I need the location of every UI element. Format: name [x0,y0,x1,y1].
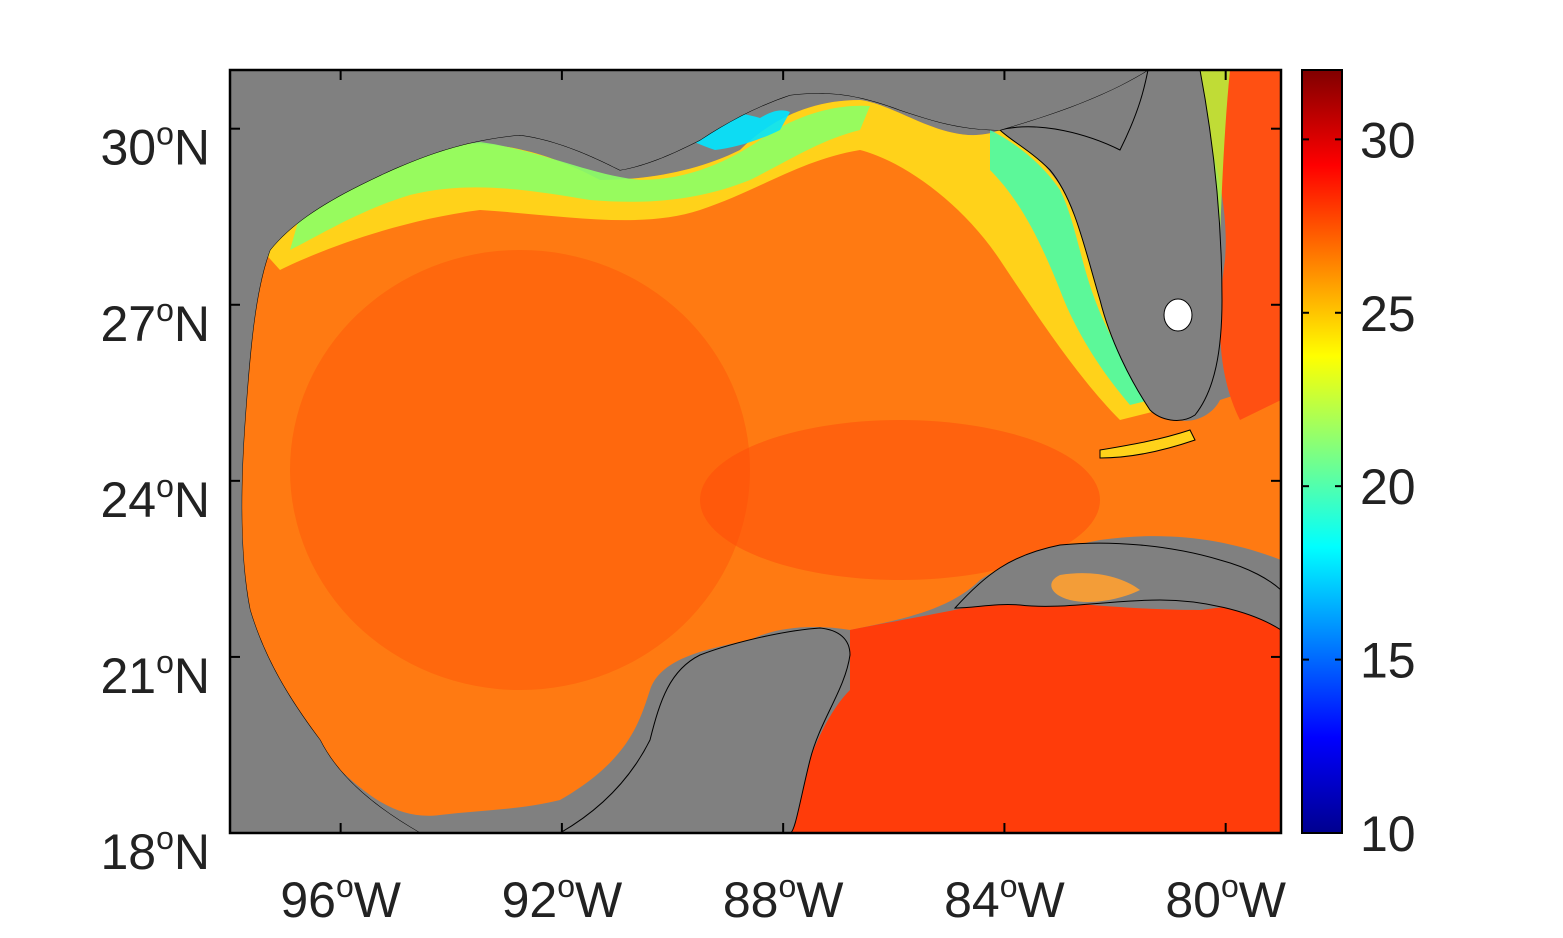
colorbar-tick-label: 10 [1360,806,1416,862]
colorbar-tick-labels: 10 15 20 25 30 [1360,112,1416,862]
y-tick-labels: 30oN 27oN 24oN 21oN 18oN [100,116,210,880]
florida-shelf-cool [990,130,1150,405]
x-tick-label: 96oW [280,868,401,928]
y-tick-label: 18oN [100,820,210,880]
coastal-cool-band [290,105,870,250]
gulf-stream [1190,70,1281,420]
caribbean-water [790,600,1281,833]
colorbar-ticks [1302,138,1342,834]
map-frame [228,68,1283,835]
warm-core [290,250,750,690]
colorbar-tick-label: 25 [1360,286,1416,342]
map-ticks [230,70,1281,834]
y-tick-label: 24oN [100,468,210,528]
x-tick-label: 80oW [1165,868,1286,928]
y-tick-label: 27oN [100,292,210,352]
colorbar [1301,69,1343,834]
x-tick-label: 84oW [944,868,1065,928]
y-tick-label: 30oN [100,116,210,176]
x-tick-labels: 96oW 92oW 88oW 84oW 80oW [280,868,1286,928]
lake-okeechobee [1163,298,1193,332]
colorbar-tick-label: 30 [1360,112,1416,168]
x-tick-label: 88oW [723,868,844,928]
colorbar-tick-label: 15 [1360,633,1416,689]
y-tick-label: 21oN [100,644,210,704]
florida-land [999,70,1223,421]
colorbar-tick-label: 20 [1360,459,1416,515]
mexico-land-fill [230,70,1148,833]
keys-islands [1099,429,1196,459]
yucatan-land [558,627,851,833]
x-tick-label: 92oW [502,868,623,928]
cuba-warm-interior [1051,573,1140,602]
warm-core [700,420,1100,580]
map-panel [230,70,1281,833]
